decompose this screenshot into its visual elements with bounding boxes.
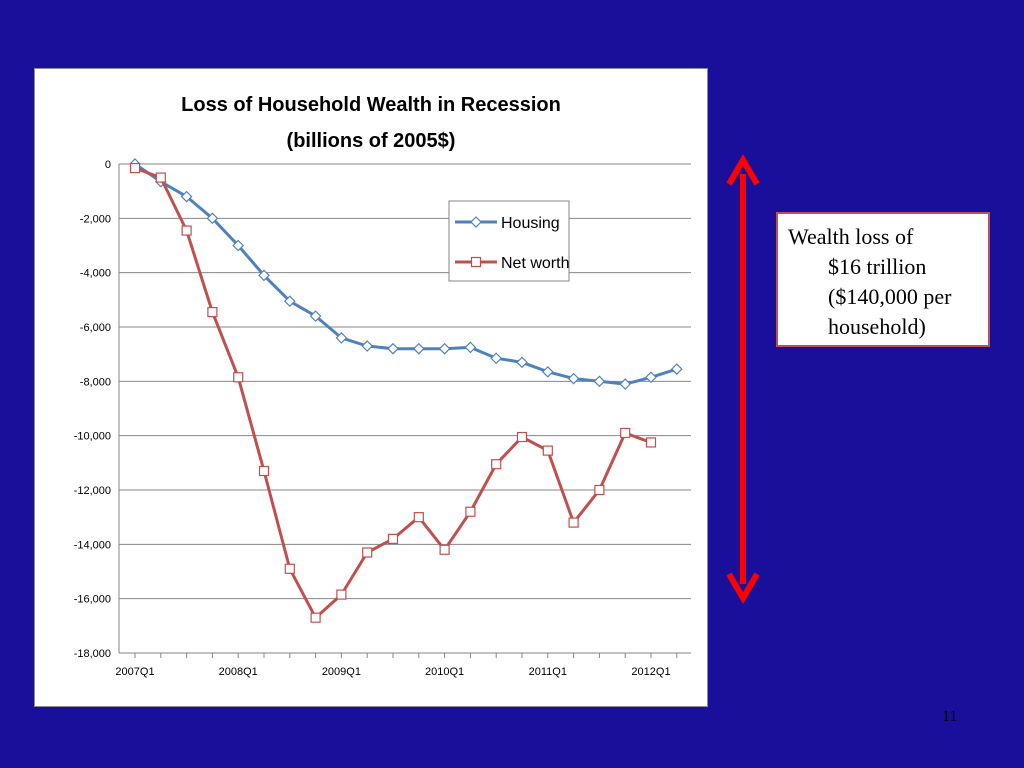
data-point-square	[568, 517, 579, 528]
legend-label: Housing	[501, 215, 560, 232]
data-point-square	[594, 484, 605, 496]
x-tick-label: 2009Q1	[322, 666, 361, 678]
callout-line-1: Wealth loss of	[788, 224, 914, 249]
data-point-diamond	[490, 352, 503, 365]
legend-marker-diamond	[470, 216, 482, 228]
data-point-square	[465, 506, 476, 517]
y-tick-label: -16,000	[74, 594, 111, 606]
data-point-square	[645, 437, 657, 448]
data-point-square	[439, 544, 450, 555]
data-point-diamond	[412, 342, 425, 355]
chart-title: Loss of Household Wealth in Recession	[181, 94, 561, 116]
y-tick-label: -12,000	[74, 485, 111, 497]
legend-marker-square	[470, 256, 482, 268]
series-group	[129, 158, 683, 623]
data-point-square	[516, 431, 528, 443]
line-chart: Loss of Household Wealth in Recession (b…	[74, 94, 691, 678]
y-tick-label: -4,000	[80, 268, 111, 280]
data-point-square	[129, 162, 141, 174]
data-point-diamond	[541, 365, 554, 378]
x-tick-label: 2010Q1	[425, 666, 464, 678]
callout-line-4: household)	[828, 314, 926, 339]
legend-label: Net worth	[501, 255, 569, 272]
chart-subtitle: (billions of 2005$)	[287, 130, 456, 152]
y-tick-label: -18,000	[74, 648, 111, 660]
y-tick-label: 0	[105, 159, 111, 171]
axes: 0 -2,000 -4,000 -6,000 -8,000 -10,000 -12,000 -…	[74, 159, 678, 678]
data-point-diamond	[335, 332, 348, 344]
x-tick-label: 2011Q1	[529, 666, 567, 678]
chart-panel: Loss of Household Wealth in Recession (b…	[34, 68, 708, 707]
y-tick-label: -14,000	[74, 539, 111, 551]
data-point-diamond	[387, 342, 399, 355]
callout-line-2: $16 trillion	[828, 254, 927, 279]
y-tick-label: -6,000	[80, 322, 111, 334]
double-headed-arrow-icon	[726, 154, 760, 604]
data-point-square	[387, 533, 399, 544]
data-point-diamond	[309, 310, 322, 322]
arrow-head-bottom	[726, 572, 760, 604]
data-point-diamond	[283, 295, 296, 308]
data-point-square	[310, 612, 321, 623]
data-point-square	[336, 589, 347, 600]
data-point-diamond	[516, 356, 528, 369]
data-point-square	[413, 512, 424, 523]
data-point-square	[620, 427, 631, 439]
data-point-diamond	[670, 363, 683, 375]
data-point-diamond	[593, 375, 606, 388]
legend: Housing Net worth	[448, 200, 570, 282]
data-point-diamond	[206, 212, 219, 225]
data-point-diamond	[645, 371, 657, 384]
data-point-square	[362, 547, 373, 558]
data-point-diamond	[567, 372, 580, 385]
y-tick-label: -2,000	[80, 213, 111, 225]
x-tick-label: 2012Q1	[631, 666, 670, 678]
wealth-loss-callout: Wealth loss of $16 trillion ($140,000 pe…	[776, 212, 990, 347]
data-point-square	[258, 465, 270, 477]
gridlines	[119, 163, 691, 654]
slide-page-number: 11	[942, 708, 958, 725]
data-point-square	[491, 459, 502, 470]
data-point-square	[284, 563, 295, 574]
y-tick-label: -10,000	[74, 431, 111, 443]
data-point-square	[542, 445, 553, 456]
data-point-diamond	[619, 378, 632, 390]
series-line-housing	[134, 162, 678, 386]
data-point-square	[233, 372, 244, 383]
series-line-net-worth	[134, 166, 652, 620]
data-point-diamond	[464, 341, 477, 354]
arrow-head-top	[726, 154, 760, 186]
data-point-diamond	[180, 190, 193, 203]
y-tick-label: -8,000	[80, 376, 111, 388]
callout-line-3: ($140,000 per	[828, 284, 952, 309]
legend-box	[448, 200, 570, 282]
data-point-diamond	[438, 342, 451, 355]
data-point-square	[207, 306, 218, 318]
x-tick-label: 2007Q1	[115, 666, 154, 678]
data-point-square	[155, 172, 166, 183]
data-point-diamond	[258, 269, 270, 282]
data-point-square	[181, 225, 192, 236]
x-tick-label: 2008Q1	[219, 666, 258, 678]
data-point-diamond	[232, 239, 245, 252]
data-point-diamond	[361, 340, 374, 352]
